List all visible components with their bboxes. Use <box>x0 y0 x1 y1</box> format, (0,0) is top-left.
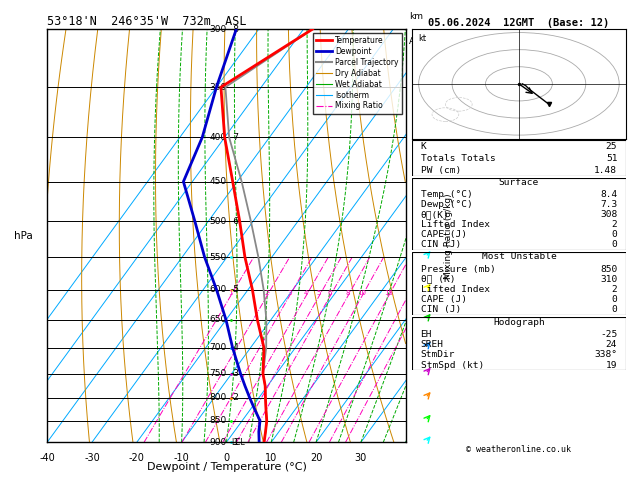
Text: 0: 0 <box>611 240 617 249</box>
Text: 550: 550 <box>209 253 226 261</box>
Text: 05.06.2024  12GMT  (Base: 12): 05.06.2024 12GMT (Base: 12) <box>428 17 610 28</box>
Text: 400: 400 <box>209 133 226 142</box>
Text: LCL: LCL <box>231 438 245 447</box>
Text: 650: 650 <box>209 315 226 324</box>
Text: © weatheronline.co.uk: © weatheronline.co.uk <box>467 445 571 454</box>
Text: 300: 300 <box>209 25 226 34</box>
Text: PW (cm): PW (cm) <box>421 166 461 174</box>
Text: 10: 10 <box>265 452 277 463</box>
Text: 6: 6 <box>328 290 332 296</box>
Text: -4: -4 <box>231 343 240 352</box>
Text: 1: 1 <box>228 290 233 296</box>
Text: 15: 15 <box>384 290 393 296</box>
Text: km: km <box>409 12 423 21</box>
Text: 600: 600 <box>209 285 226 295</box>
Text: 2: 2 <box>611 285 617 294</box>
Text: Hodograph: Hodograph <box>493 317 545 327</box>
Text: -40: -40 <box>39 452 55 463</box>
Text: 7.3: 7.3 <box>600 200 617 209</box>
Text: -10: -10 <box>174 452 189 463</box>
Text: Most Unstable: Most Unstable <box>482 252 556 261</box>
Text: EH: EH <box>421 330 432 339</box>
Text: -25: -25 <box>600 330 617 339</box>
Text: 51: 51 <box>606 154 617 163</box>
Text: CIN (J): CIN (J) <box>421 305 461 314</box>
Text: 310: 310 <box>600 275 617 284</box>
Text: 19: 19 <box>606 361 617 370</box>
Text: -7: -7 <box>231 133 240 142</box>
Text: CAPE (J): CAPE (J) <box>421 230 467 239</box>
Text: Lifted Index: Lifted Index <box>421 285 489 294</box>
Text: 0: 0 <box>611 305 617 314</box>
Text: 25: 25 <box>606 142 617 151</box>
Text: 850: 850 <box>600 264 617 274</box>
Text: 850: 850 <box>209 417 226 425</box>
Text: Temp (°C): Temp (°C) <box>421 191 472 199</box>
Text: 8.4: 8.4 <box>600 191 617 199</box>
Text: 53°18'N  246°35'W  732m  ASL: 53°18'N 246°35'W 732m ASL <box>47 15 247 28</box>
Text: Pressure (mb): Pressure (mb) <box>421 264 495 274</box>
Text: Surface: Surface <box>499 178 539 188</box>
Text: 5: 5 <box>317 290 321 296</box>
Text: Dewp (°C): Dewp (°C) <box>421 200 472 209</box>
Text: 500: 500 <box>209 217 226 226</box>
Text: -6: -6 <box>231 217 240 226</box>
Text: 0: 0 <box>223 452 230 463</box>
Text: -8: -8 <box>231 25 240 34</box>
Text: 3: 3 <box>287 290 292 296</box>
Text: 700: 700 <box>209 343 226 352</box>
Text: -20: -20 <box>129 452 145 463</box>
Text: -3: -3 <box>231 369 240 378</box>
Text: K: K <box>421 142 426 151</box>
Text: -5: -5 <box>231 285 240 295</box>
Text: -2: -2 <box>231 394 240 402</box>
Text: 8: 8 <box>346 290 350 296</box>
Text: ASL: ASL <box>409 37 426 47</box>
Text: 338°: 338° <box>594 350 617 360</box>
Text: StmSpd (kt): StmSpd (kt) <box>421 361 484 370</box>
Text: 450: 450 <box>209 177 226 186</box>
Text: 750: 750 <box>209 369 226 378</box>
Text: θᴇ(K): θᴇ(K) <box>421 210 449 219</box>
Text: θᴇ (K): θᴇ (K) <box>421 275 455 284</box>
Text: 24: 24 <box>606 340 617 349</box>
Text: -1: -1 <box>231 438 240 447</box>
Legend: Temperature, Dewpoint, Parcel Trajectory, Dry Adiabat, Wet Adiabat, Isotherm, Mi: Temperature, Dewpoint, Parcel Trajectory… <box>313 33 402 114</box>
Text: 10: 10 <box>357 290 367 296</box>
Text: 0: 0 <box>611 230 617 239</box>
Text: CIN (J): CIN (J) <box>421 240 461 249</box>
Text: 0: 0 <box>611 295 617 304</box>
Text: SREH: SREH <box>421 340 443 349</box>
Text: -30: -30 <box>84 452 100 463</box>
Text: Lifted Index: Lifted Index <box>421 220 489 229</box>
Text: 2: 2 <box>265 290 269 296</box>
Text: 4: 4 <box>304 290 308 296</box>
X-axis label: Dewpoint / Temperature (°C): Dewpoint / Temperature (°C) <box>147 462 306 472</box>
Text: 2: 2 <box>611 220 617 229</box>
Text: hPa: hPa <box>14 231 33 241</box>
Text: 20: 20 <box>310 452 322 463</box>
Text: 900: 900 <box>209 438 226 447</box>
Text: 1.48: 1.48 <box>594 166 617 174</box>
Text: 350: 350 <box>209 83 226 92</box>
Text: Totals Totals: Totals Totals <box>421 154 495 163</box>
Text: 30: 30 <box>355 452 367 463</box>
Text: kt: kt <box>419 35 427 43</box>
Text: Mixing Ratio (g/kg): Mixing Ratio (g/kg) <box>444 193 454 278</box>
Text: CAPE (J): CAPE (J) <box>421 295 467 304</box>
Text: 308: 308 <box>600 210 617 219</box>
Text: StmDir: StmDir <box>421 350 455 360</box>
Text: 800: 800 <box>209 394 226 402</box>
